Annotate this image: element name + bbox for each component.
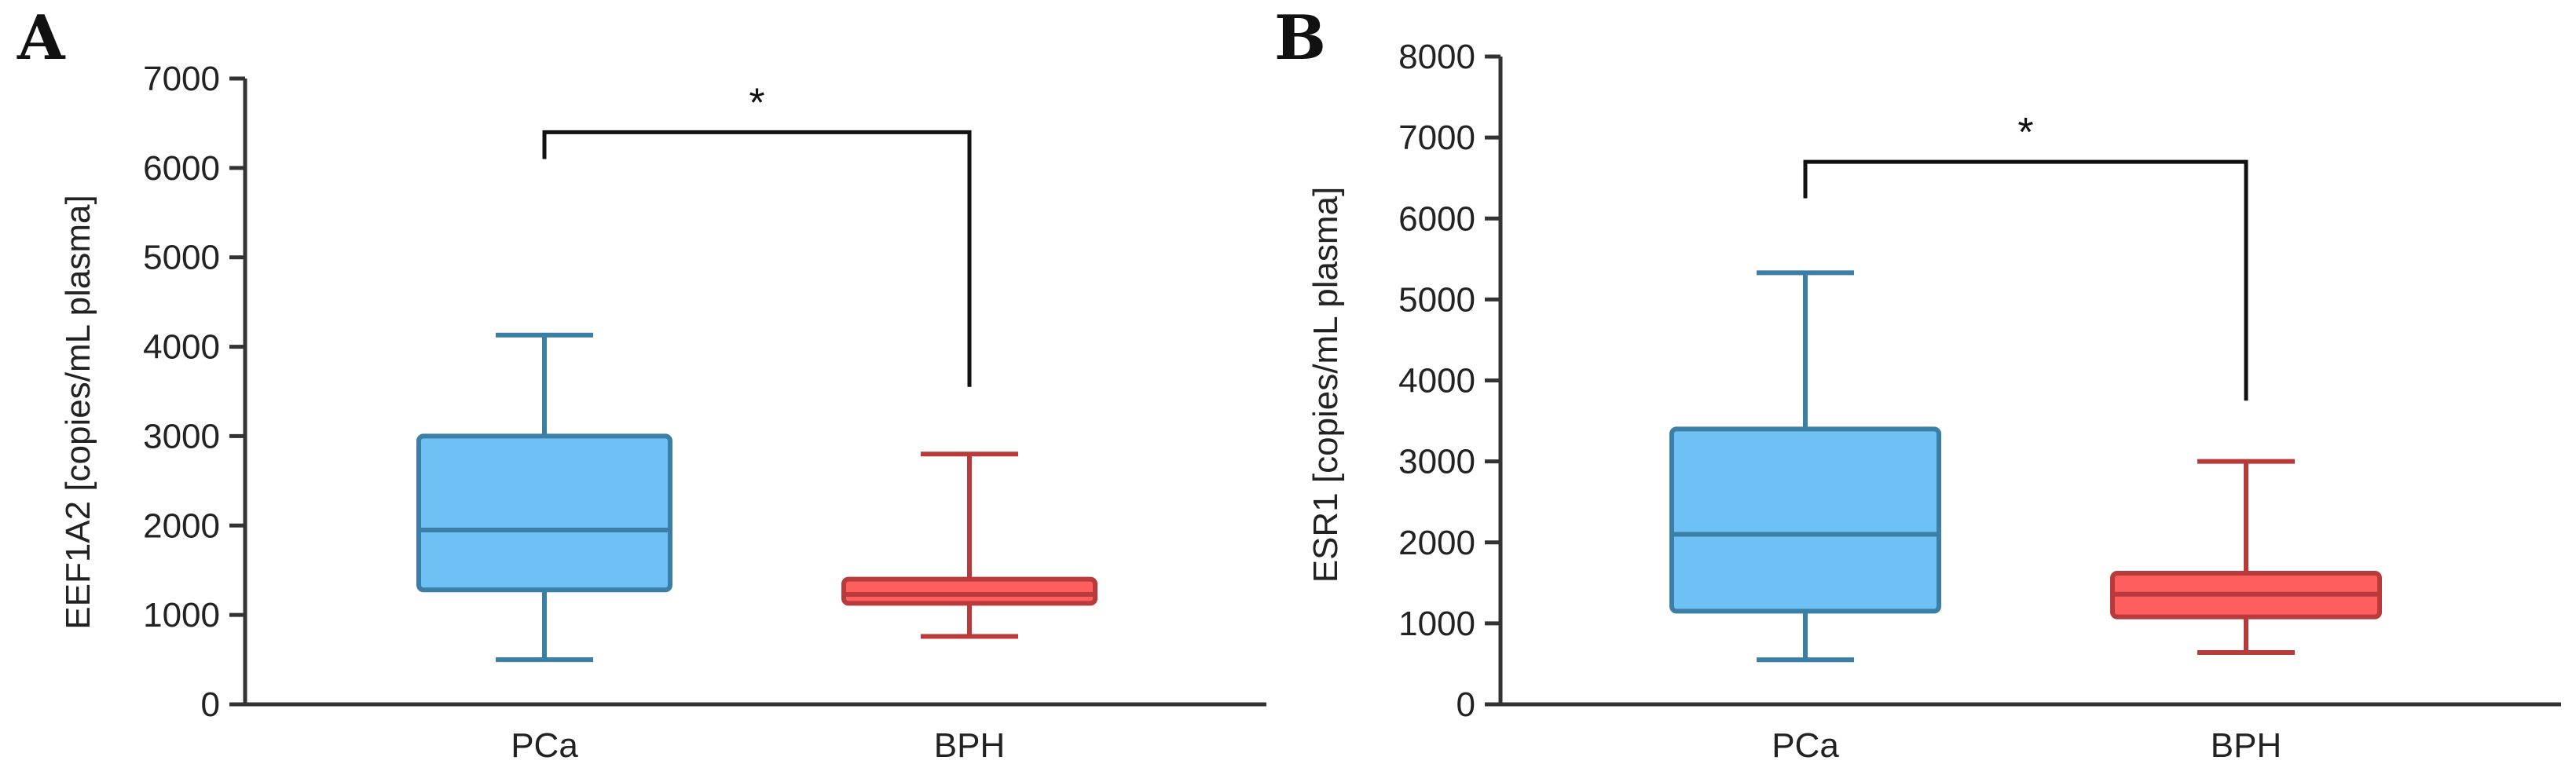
panel-b-box-bph bbox=[2110, 459, 2382, 655]
panel-a-y-tick-label-5: 5000 bbox=[143, 239, 220, 277]
panel-b-letter: B bbox=[1274, 2, 1326, 74]
panel-b-y-ticks: 0 1000 2000 3000 4000 5000 6000 7000 8000 bbox=[1398, 38, 1501, 724]
panel-a-boxes bbox=[416, 332, 1097, 663]
panel-a: A EEF1A2 [copies/mL plasma] 0 1000 2000 300… bbox=[16, 2, 1266, 765]
panel-b-y-tick-label-8: 8000 bbox=[1398, 38, 1475, 76]
panel-b-x-tick-bph: BPH bbox=[2211, 726, 2281, 765]
panel-b-box-pca bbox=[1669, 270, 1941, 663]
panel-b: B ESR1 [copies/mL plasma] 0 1000 2000 3000 4… bbox=[1274, 2, 2561, 765]
panel-b-y-tick-label-5: 5000 bbox=[1398, 280, 1475, 319]
panel-a-box-pca bbox=[416, 332, 672, 663]
panel-a-significance: * bbox=[542, 80, 972, 387]
panel-a-box-bph bbox=[841, 451, 1097, 639]
panel-a-x-tick-pca: PCa bbox=[511, 726, 578, 765]
panel-a-y-axis-title: EEF1A2 [copies/mL plasma] bbox=[59, 195, 97, 630]
panel-b-y-tick-label-7: 7000 bbox=[1398, 119, 1475, 157]
panel-b-y-tick-label-6: 6000 bbox=[1398, 199, 1475, 238]
panel-a-bph-iqr-box bbox=[841, 576, 1097, 606]
panel-b-x-tick-pca: PCa bbox=[1772, 726, 1839, 765]
panel-b-y-tick-label-3: 3000 bbox=[1398, 443, 1475, 481]
panel-b-y-axis-title: ESR1 [copies/mL plasma] bbox=[1306, 187, 1345, 583]
panel-b-x-ticks: PCa BPH bbox=[1772, 726, 2281, 765]
panel-b-significance: * bbox=[1803, 110, 2248, 401]
panel-a-y-tick-label-3: 3000 bbox=[143, 417, 220, 455]
panel-a-y-tick-label-1: 1000 bbox=[143, 596, 220, 634]
panel-b-y-tick-label-1: 1000 bbox=[1398, 605, 1475, 643]
panel-a-letter: A bbox=[16, 2, 66, 74]
panel-a-y-ticks: 0 1000 2000 3000 4000 5000 6000 7000 bbox=[143, 60, 245, 724]
panel-b-pca-iqr-box bbox=[1669, 426, 1941, 614]
panel-a-y-tick-label-0: 0 bbox=[201, 685, 220, 724]
panel-b-y-tick-label-2: 2000 bbox=[1398, 524, 1475, 562]
panel-a-x-ticks: PCa BPH bbox=[511, 726, 1005, 765]
panel-a-x-tick-bph: BPH bbox=[934, 726, 1005, 765]
panel-a-significance-bracket bbox=[542, 130, 972, 387]
panel-a-significance-star: * bbox=[749, 80, 764, 126]
panel-b-y-tick-label-0: 0 bbox=[1457, 685, 1475, 724]
panel-a-y-tick-label-7: 7000 bbox=[143, 60, 220, 98]
panel-a-y-tick-label-4: 4000 bbox=[143, 328, 220, 367]
panel-a-pca-iqr-box bbox=[416, 433, 672, 593]
panel-b-significance-star: * bbox=[2017, 110, 2033, 155]
panel-b-boxes bbox=[1669, 270, 2382, 663]
panel-b-y-tick-label-4: 4000 bbox=[1398, 362, 1475, 400]
panel-a-y-tick-label-2: 2000 bbox=[143, 506, 220, 545]
panel-a-y-tick-label-6: 6000 bbox=[143, 149, 220, 188]
panel-b-significance-bracket bbox=[1803, 159, 2248, 401]
